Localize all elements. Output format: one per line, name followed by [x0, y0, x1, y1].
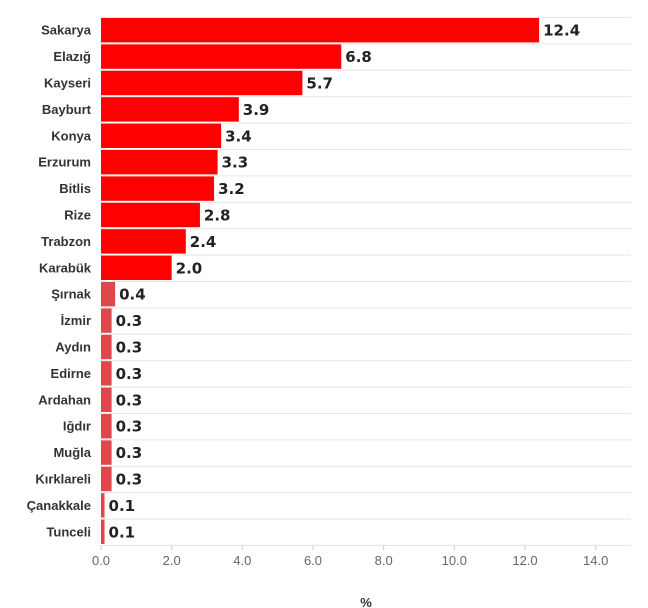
category-label: Erzurum [38, 155, 91, 170]
value-label: 2.4 [190, 233, 217, 251]
value-label: 3.4 [225, 127, 252, 145]
bar[interactable] [101, 176, 215, 201]
bar[interactable] [101, 123, 222, 148]
bar[interactable] [101, 255, 172, 280]
x-tick-label: 12.0 [512, 553, 537, 568]
bar[interactable] [101, 308, 112, 333]
bars [101, 18, 540, 544]
value-label: 0.3 [116, 391, 143, 409]
value-label: 0.3 [116, 471, 143, 489]
category-label: Kırklareli [35, 472, 91, 487]
category-label: Aydın [55, 340, 91, 355]
bar[interactable] [101, 440, 112, 465]
bar[interactable] [101, 229, 186, 254]
bar[interactable] [101, 18, 540, 43]
x-tick-label: 8.0 [375, 553, 393, 568]
value-label: 0.1 [109, 497, 136, 515]
value-label: 2.0 [176, 259, 203, 277]
value-label: 3.2 [218, 180, 245, 198]
value-label: 2.8 [204, 207, 231, 225]
category-label: Çanakkale [27, 498, 91, 513]
grid-layer [101, 17, 631, 546]
x-tick-label: 14.0 [583, 553, 608, 568]
category-label: Konya [51, 128, 92, 143]
value-label: 0.4 [119, 286, 146, 304]
category-label: Ardahan [38, 392, 91, 407]
value-label: 6.8 [345, 48, 372, 66]
value-label: 3.9 [243, 101, 270, 119]
bar[interactable] [101, 70, 303, 96]
value-label: 5.7 [306, 75, 333, 93]
bar[interactable] [101, 493, 105, 518]
value-label: 0.1 [109, 523, 136, 541]
value-label: 0.3 [116, 418, 143, 436]
x-axis-title: % [360, 595, 372, 608]
bar[interactable] [101, 361, 112, 386]
category-label: Edirne [51, 366, 91, 381]
category-label: Bitlis [59, 181, 91, 196]
category-label: Karabük [39, 260, 92, 275]
category-label: Sakarya [41, 23, 92, 38]
bar[interactable] [101, 202, 200, 228]
value-label: 3.3 [222, 154, 249, 172]
value-label: 0.3 [116, 312, 143, 330]
category-label: Iğdır [63, 419, 91, 434]
bar[interactable] [101, 414, 112, 439]
bar[interactable] [101, 466, 112, 492]
x-tick-label: 0.0 [92, 553, 110, 568]
x-tick-label: 6.0 [304, 553, 322, 568]
category-label: İzmir [61, 313, 91, 328]
x-tick-label: 10.0 [442, 553, 467, 568]
category-label: Şırnak [51, 287, 92, 302]
value-labels: 12.4 6.8 5.7 3.9 3.4 3.3 3.2 2.8 2.4 2.0 0.4 0.3 0.3… [109, 22, 581, 542]
bar[interactable] [101, 44, 342, 69]
value-label: 12.4 [543, 22, 580, 40]
value-label: 0.3 [116, 339, 143, 357]
bar[interactable] [101, 97, 239, 122]
category-labels: Sakarya Elazığ Kayseri Bayburt Konya Erzurum B… [27, 23, 92, 540]
value-label: 0.3 [116, 365, 143, 383]
bar[interactable] [101, 282, 116, 307]
category-label: Kayseri [44, 76, 91, 91]
bar[interactable] [101, 387, 112, 412]
x-axis-ticks: 0.0 2.0 4.0 6.0 8.0 10.0 12.0 14.0 [92, 545, 608, 568]
category-label: Tunceli [46, 524, 91, 539]
value-label: 0.3 [116, 444, 143, 462]
category-label: Rize [64, 208, 91, 223]
category-label: Muğla [53, 445, 91, 460]
category-label: Bayburt [42, 102, 92, 117]
category-label: Elazığ [53, 49, 91, 64]
x-tick-label: 2.0 [163, 553, 181, 568]
bar[interactable] [101, 150, 218, 175]
x-tick-label: 4.0 [233, 553, 251, 568]
bar[interactable] [101, 519, 105, 544]
category-label: Trabzon [41, 234, 91, 249]
bar[interactable] [101, 334, 112, 360]
